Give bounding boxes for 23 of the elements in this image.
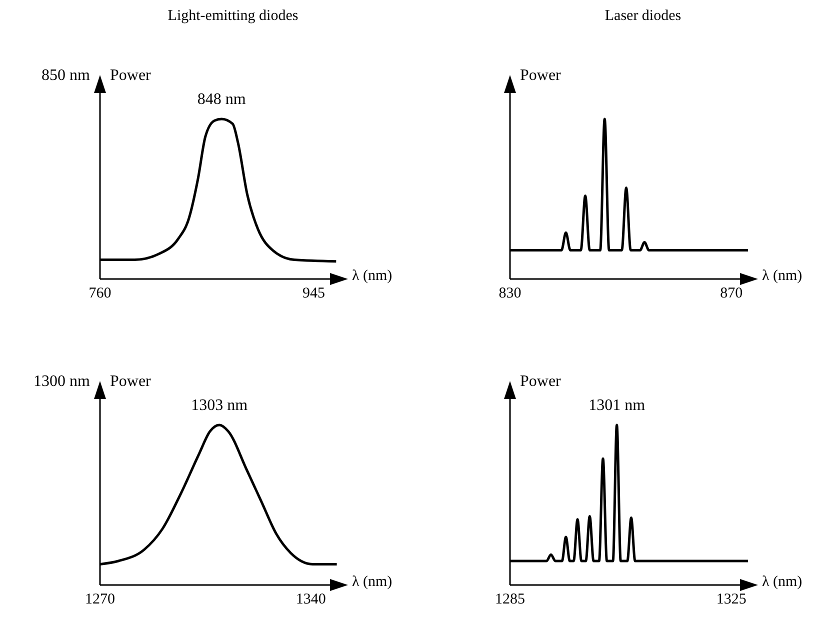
- x-axis-title: λ (nm): [352, 574, 392, 591]
- y-axis-title: Power: [110, 373, 151, 391]
- annotation: 848 nm: [196, 91, 247, 109]
- chart-title: Light-emitting diodes: [166, 8, 300, 26]
- x-tick-label: 945: [302, 286, 325, 302]
- annotation: 1303 nm: [190, 397, 249, 415]
- x-tick-label: 870: [720, 286, 743, 302]
- x-tick-label: 1325: [716, 592, 746, 608]
- x-axis-title: λ (nm): [762, 268, 802, 285]
- x-axis-title: λ (nm): [762, 574, 802, 591]
- chart-title: Laser diodes: [604, 8, 682, 26]
- y-axis-title: Power: [520, 67, 561, 85]
- x-axis-title: λ (nm): [352, 268, 392, 285]
- annotation: 1301 nm: [588, 397, 646, 415]
- text: 850 nm: [42, 67, 90, 85]
- text: 1300 nm: [34, 373, 90, 391]
- y-axis-title: Power: [110, 67, 151, 85]
- x-tick-label: 1270: [85, 592, 115, 608]
- x-tick-label: 760: [88, 286, 112, 302]
- x-tick-label: 830: [498, 286, 522, 302]
- x-tick-label: 1340: [296, 592, 326, 608]
- x-tick-label: 1285: [495, 592, 525, 608]
- y-axis-title: Power: [520, 373, 561, 391]
